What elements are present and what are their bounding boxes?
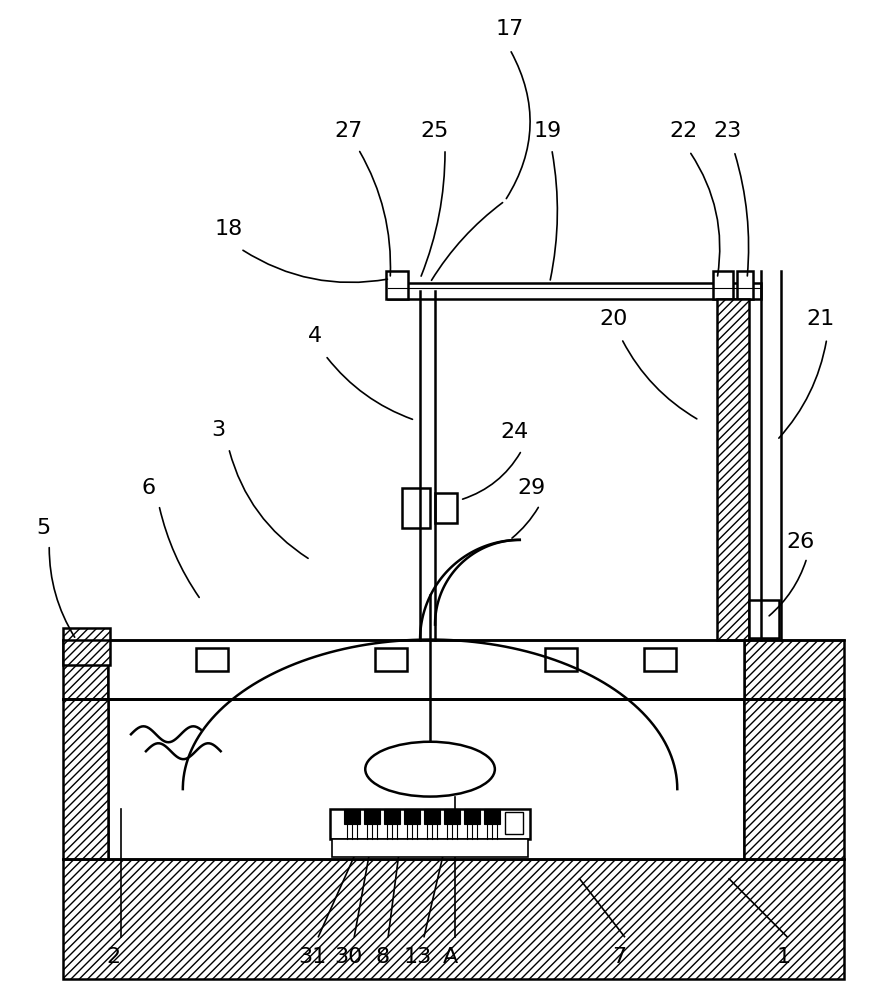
Bar <box>404 809 419 824</box>
Bar <box>434 493 457 523</box>
Bar <box>108 640 743 699</box>
Text: 24: 24 <box>500 422 528 442</box>
Bar <box>743 640 843 699</box>
Bar <box>737 271 752 299</box>
Text: 1: 1 <box>776 947 790 967</box>
Text: 27: 27 <box>333 121 362 141</box>
Bar <box>716 299 748 640</box>
Bar <box>63 699 108 859</box>
Text: 18: 18 <box>215 219 242 239</box>
Bar <box>544 648 576 671</box>
Text: 30: 30 <box>333 947 362 967</box>
Bar <box>463 809 479 824</box>
Bar <box>375 648 407 671</box>
Bar <box>63 640 108 699</box>
Bar <box>388 283 760 299</box>
Text: 26: 26 <box>786 532 814 552</box>
Ellipse shape <box>365 742 494 797</box>
Text: 8: 8 <box>375 947 389 967</box>
Text: 23: 23 <box>713 121 740 141</box>
Bar <box>644 648 676 671</box>
Text: 2: 2 <box>105 947 120 967</box>
Bar <box>743 699 843 859</box>
Bar <box>504 812 522 834</box>
Bar <box>385 271 408 299</box>
Text: 19: 19 <box>533 121 561 141</box>
Bar <box>344 809 360 824</box>
Bar <box>484 809 499 824</box>
Text: 25: 25 <box>420 121 449 141</box>
Bar <box>384 809 400 824</box>
Bar <box>63 859 843 979</box>
Bar <box>196 648 227 671</box>
Text: 13: 13 <box>403 947 432 967</box>
Bar <box>364 809 380 824</box>
Bar <box>330 809 529 839</box>
Text: 4: 4 <box>308 326 322 346</box>
Text: 22: 22 <box>669 121 696 141</box>
Text: 7: 7 <box>611 947 626 967</box>
Text: 17: 17 <box>495 19 523 39</box>
Bar <box>108 699 743 859</box>
Text: 5: 5 <box>36 518 50 538</box>
Bar <box>401 488 430 528</box>
Bar <box>424 809 440 824</box>
Bar <box>332 839 527 857</box>
Bar <box>713 271 732 299</box>
Text: A: A <box>442 947 457 967</box>
Bar <box>443 809 460 824</box>
Text: 6: 6 <box>142 478 156 498</box>
Bar <box>63 628 110 665</box>
Text: 21: 21 <box>805 309 834 329</box>
Bar <box>748 600 778 638</box>
Text: 29: 29 <box>517 478 545 498</box>
Text: 31: 31 <box>298 947 326 967</box>
Text: 3: 3 <box>211 420 225 440</box>
Text: 20: 20 <box>599 309 627 329</box>
